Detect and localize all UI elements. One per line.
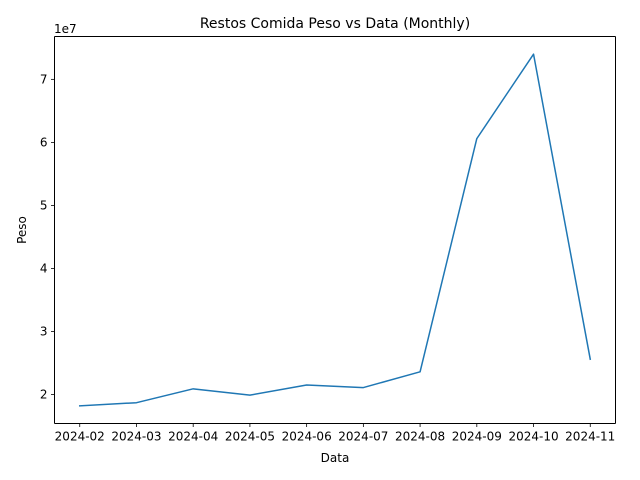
y-tick-label: 5: [40, 198, 48, 212]
x-axis-label: Data: [321, 451, 350, 465]
x-tick-label: 2024-02: [55, 430, 105, 444]
x-tick-label: 2024-07: [338, 430, 388, 444]
x-tick-label: 2024-11: [565, 430, 615, 444]
y-tick-label: 4: [40, 261, 48, 275]
chart-title: Restos Comida Peso vs Data (Monthly): [200, 16, 470, 32]
y-tick-label: 7: [40, 72, 48, 86]
x-tick-label: 2024-06: [282, 430, 332, 444]
plot-area: [54, 36, 616, 424]
y-tick-label: 2: [40, 388, 48, 402]
x-axis-ticks: 2024-02 2024-03 2024-04 2024-05 2024-06 2024-…: [55, 423, 615, 444]
y-tick-label: 3: [40, 324, 48, 338]
x-tick-label: 2024-03: [111, 430, 161, 444]
x-tick-label: 2024-05: [225, 430, 275, 444]
x-tick-label: 2024-04: [168, 430, 218, 444]
y-axis-label: Peso: [15, 216, 29, 244]
y-axis-ticks: 2 3 4 5 6 7: [40, 72, 55, 402]
x-tick-label: 2024-10: [508, 430, 558, 444]
series-line-0: [78, 53, 592, 407]
axes-spines: [54, 36, 616, 424]
x-tick-label: 2024-08: [395, 430, 445, 444]
y-tick-label: 6: [40, 135, 48, 149]
series-layer: [78, 53, 592, 407]
y-offset-text: 1e7: [54, 22, 77, 36]
x-tick-label: 2024-09: [452, 430, 502, 444]
